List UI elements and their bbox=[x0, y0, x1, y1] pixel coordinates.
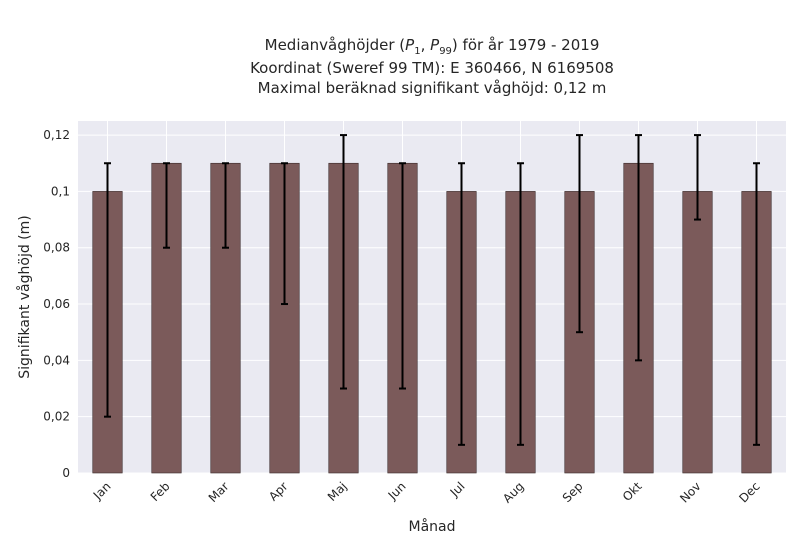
x-tick-label: Sep bbox=[560, 479, 586, 505]
x-tick-label: Dec bbox=[736, 479, 762, 505]
x-tick-label: Jan bbox=[90, 479, 114, 503]
x-tick-label: Nov bbox=[677, 479, 703, 505]
chart-title-line-1: Medianvåghöjder (P1, P99) för år 1979 - … bbox=[264, 36, 600, 57]
x-tick-label: Jun bbox=[385, 479, 409, 503]
y-tick-label: 0,1 bbox=[51, 184, 70, 198]
x-axis-label: Månad bbox=[409, 518, 456, 535]
y-tick-label: 0,02 bbox=[43, 410, 70, 424]
y-tick-label: 0,12 bbox=[43, 128, 70, 142]
y-tick-label: 0 bbox=[62, 466, 70, 480]
x-tick-label: Mar bbox=[206, 479, 232, 505]
y-tick-label: 0,04 bbox=[43, 353, 70, 367]
chart-title-line-2: Koordinat (Sweref 99 TM): E 360466, N 61… bbox=[250, 59, 614, 77]
x-tick-label: Feb bbox=[148, 479, 173, 504]
y-tick-label: 0,08 bbox=[43, 241, 70, 255]
y-tick-label: 0,06 bbox=[43, 297, 70, 311]
x-tick-label: Aug bbox=[500, 479, 526, 505]
x-tick-label: Jul bbox=[447, 479, 468, 500]
bar bbox=[682, 191, 713, 474]
y-axis-label: Signifikant våghöjd (m) bbox=[16, 215, 33, 378]
x-tick-label: Okt bbox=[620, 479, 645, 504]
chart-title-line-3: Maximal beräknad signifikant våghöjd: 0,… bbox=[257, 79, 607, 97]
x-tick-label: Maj bbox=[325, 479, 350, 504]
plot-area bbox=[78, 121, 786, 473]
x-tick-label: Apr bbox=[266, 479, 291, 504]
